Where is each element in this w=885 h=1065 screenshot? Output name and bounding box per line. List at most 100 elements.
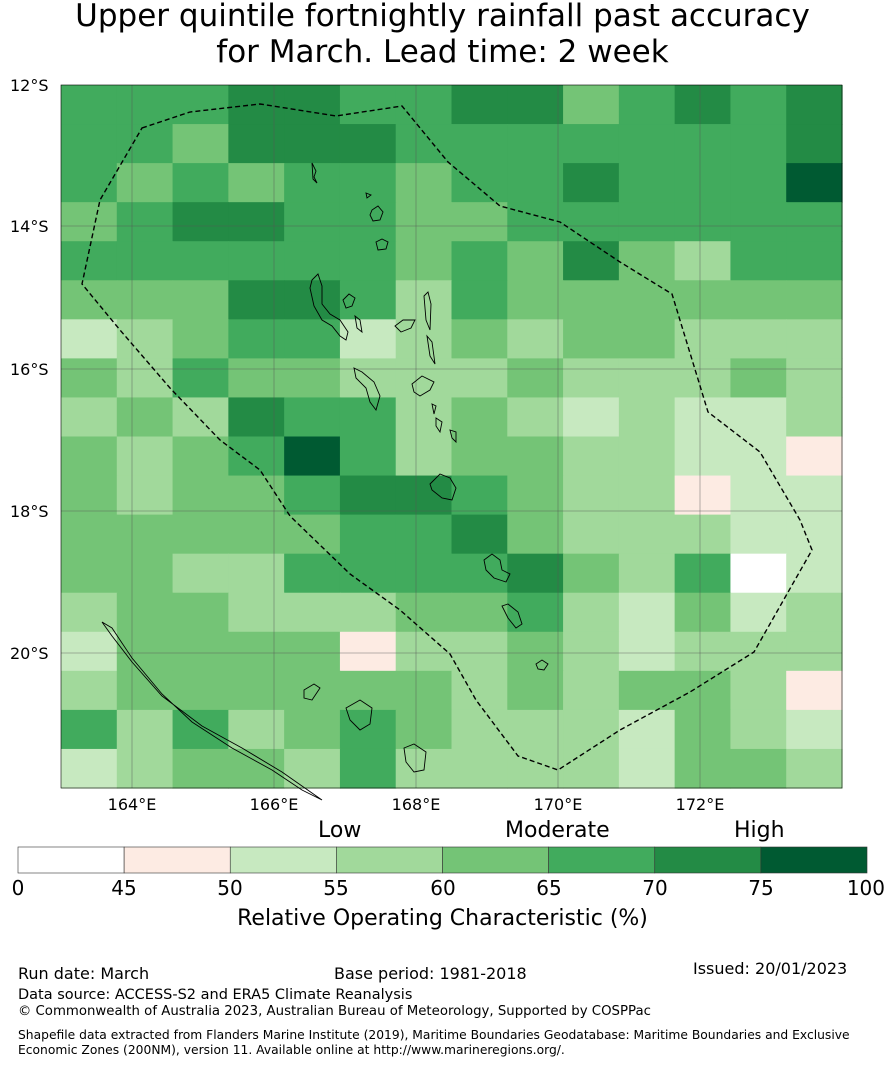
grid-cell (284, 397, 341, 438)
colorbar-swatch (760, 846, 868, 874)
grid-cell (172, 358, 229, 399)
grid-cell (61, 202, 118, 242)
grid-cell (228, 709, 285, 750)
grid-cell (172, 436, 229, 477)
grid-cell (730, 631, 787, 672)
grid-cell (674, 670, 732, 711)
grid-cell (172, 670, 229, 711)
legend-tick-50: 50 (217, 876, 243, 900)
legend-title: Relative Operating Characteristic (%) (237, 906, 648, 931)
grid-cell (228, 670, 285, 711)
grid-cell (61, 124, 118, 164)
grid-cell (563, 280, 620, 320)
grid-cell (618, 709, 676, 750)
grid-cell (507, 163, 564, 203)
grid-cell (284, 358, 341, 399)
grid-cell (618, 553, 676, 594)
legend-tick-65: 65 (536, 876, 562, 900)
grid-cell (116, 475, 174, 516)
lon-label-166e: 166°E (249, 795, 299, 814)
grid-cell (451, 241, 508, 281)
copyright: © Commonwealth of Australia 2023, Austra… (18, 1004, 651, 1019)
grid-cell (507, 592, 564, 633)
grid-cell (116, 631, 174, 672)
grid-cell (395, 553, 453, 594)
grid-cell (395, 241, 453, 281)
grid-cell (786, 553, 843, 594)
grid-cell (395, 202, 453, 242)
grid-cell (674, 748, 732, 789)
grid-cell (172, 631, 229, 672)
grid-cell (563, 358, 620, 399)
grid-cell (507, 85, 564, 125)
lat-label-16s: 16°S (10, 360, 49, 379)
lat-label-12s: 12°S (10, 76, 49, 95)
map-title-line2: for March. Lead time: 2 week (216, 34, 669, 70)
grid-cell (284, 748, 341, 789)
grid-cell (116, 202, 174, 242)
grid-cell (786, 670, 843, 711)
grid-cell (395, 319, 453, 359)
grid-cell (339, 436, 397, 477)
grid-cell (563, 85, 620, 125)
grid-cell (284, 514, 341, 555)
grid-cell (116, 553, 174, 594)
lon-label-172e: 172°E (675, 795, 725, 814)
grid-cell (674, 709, 732, 750)
grid-cell (339, 631, 397, 672)
grid-cell (618, 358, 676, 399)
grid-cell (61, 670, 118, 711)
grid-cell (228, 631, 285, 672)
grid-cell (61, 85, 118, 125)
shapefile-credit-line1: Shapefile data extracted from Flanders M… (18, 1028, 850, 1042)
colorbar-swatch (442, 846, 549, 874)
grid-cell (228, 85, 285, 125)
grid-cell (674, 631, 732, 672)
grid-cell (172, 709, 229, 750)
grid-cell (730, 358, 787, 399)
grid-cell (674, 592, 732, 633)
grid-cell (451, 514, 508, 555)
grid-cell (339, 475, 397, 516)
grid-cell (395, 358, 453, 399)
grid-cell (172, 124, 229, 164)
grid-cell (618, 241, 676, 281)
grid-cell (730, 748, 787, 789)
grid-cell (284, 319, 341, 359)
grid-cell (507, 124, 564, 164)
grid-cell (507, 319, 564, 359)
grid-cell (172, 397, 229, 438)
grid-cell (451, 85, 508, 125)
grid-cell (61, 631, 118, 672)
grid-cell (563, 748, 620, 789)
grid-cell (618, 436, 676, 477)
grid-cell (61, 358, 118, 399)
grid-cell (451, 553, 508, 594)
grid-cell (451, 436, 508, 477)
grid-cell (563, 241, 620, 281)
grid-cell (563, 202, 620, 242)
grid-cell (339, 202, 397, 242)
grid-cell (451, 748, 508, 789)
eez-boundary (81, 103, 813, 771)
grid-cell (674, 280, 732, 320)
grid-cell (618, 85, 676, 125)
grid-cell (786, 397, 843, 438)
map-frame (60, 84, 843, 789)
grid-cell (172, 553, 229, 594)
grid-cell (618, 748, 676, 789)
grid-cell (507, 397, 564, 438)
grid-cell (395, 436, 453, 477)
grid-cell (563, 319, 620, 359)
grid-cell (674, 397, 732, 438)
grid-cell (786, 709, 843, 750)
grid-cell (172, 163, 229, 203)
grid-cell (730, 241, 787, 281)
grid-cell (618, 475, 676, 516)
grid-cell (228, 163, 285, 203)
grid-cell (116, 280, 174, 320)
grid-cell (730, 592, 787, 633)
grid-cell (395, 709, 453, 750)
grid-cell (451, 202, 508, 242)
